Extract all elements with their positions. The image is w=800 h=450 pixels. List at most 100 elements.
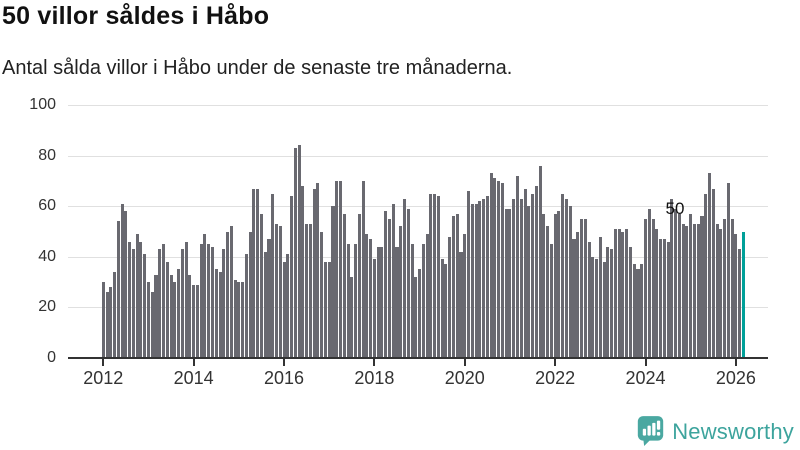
bar [598,236,602,358]
x-axis-tick-2012 [102,359,105,366]
newsworthy-logo[interactable]: Newsworthy [636,416,794,447]
bar [365,234,369,358]
bar [531,193,535,358]
bar [640,264,644,358]
bar-highlight-latest [741,231,745,358]
bar [391,203,395,358]
bar [628,246,632,358]
x-axis-tick-2024 [644,359,647,366]
bar [519,198,523,358]
bar [237,282,241,358]
bar [500,183,504,358]
bar [685,226,689,358]
bar [271,193,275,358]
bar [195,284,199,358]
bar [199,244,203,358]
bar [655,228,659,358]
bar [662,239,666,358]
bar [312,188,316,358]
bar [670,198,674,358]
bar [263,251,267,358]
bar [342,213,346,358]
bar [380,246,384,358]
bar [493,178,497,358]
bar [233,279,237,358]
bar [320,231,324,358]
bar [105,292,109,358]
chart-title: 50 villor såldes i Håbo [2,2,270,30]
bar [222,249,226,358]
bar [557,211,561,358]
bar [715,223,719,358]
bar [207,244,211,358]
x-axis-tick-2026 [734,359,737,366]
bar [184,241,188,358]
gridline-y-100 [68,105,768,106]
y-axis-label-40: 40 [38,247,56,265]
bar [218,271,222,358]
bar [101,282,105,358]
bar [692,223,696,358]
bar [617,228,621,358]
bar [726,183,730,358]
bar [474,203,478,358]
bar [177,269,181,358]
bar [651,218,655,358]
x-axis-label-2012: 2012 [83,368,124,388]
bar [154,274,158,358]
bar [244,254,248,358]
bar [150,292,154,358]
bar [723,218,727,358]
bar [436,196,440,358]
bar [734,234,738,358]
bar [523,188,527,358]
bar [203,234,207,358]
bar [482,198,486,358]
bar [455,213,459,358]
bar [131,249,135,358]
bar [440,259,444,358]
x-axis-tick-2018 [373,359,376,366]
bar [331,206,335,358]
bar [113,271,117,358]
bar [504,208,508,358]
x-axis-label-2026: 2026 [715,368,756,388]
bar [143,254,147,358]
bar [700,216,704,358]
bar [116,221,120,358]
bar [387,218,391,358]
bar [369,239,373,358]
bar [485,196,489,358]
bar [711,188,715,358]
bar [553,213,557,358]
bar [192,284,196,358]
newsworthy-speech-bubble-chart-icon [636,416,665,447]
bar [372,259,376,358]
gridline-y-80 [68,155,768,157]
x-axis-label-2024: 2024 [625,368,666,388]
bar [278,226,282,358]
bar [508,208,512,358]
bar [165,261,169,358]
bar [414,277,418,358]
bar [542,213,546,358]
bar [226,231,230,358]
bar [361,180,365,358]
bar [410,244,414,358]
bar [169,274,173,358]
bar [489,173,493,358]
bar [478,201,482,358]
x-axis-label-2014: 2014 [173,368,214,388]
bar [248,231,252,358]
bar [421,244,425,358]
bar [241,282,245,358]
bar [647,208,651,358]
bar [666,241,670,358]
bar [305,223,309,358]
gridline-y-60 [68,206,768,208]
bar [256,188,260,358]
bar [429,193,433,358]
bar [259,213,263,358]
y-axis-label-0: 0 [47,349,56,366]
bar [316,183,320,358]
